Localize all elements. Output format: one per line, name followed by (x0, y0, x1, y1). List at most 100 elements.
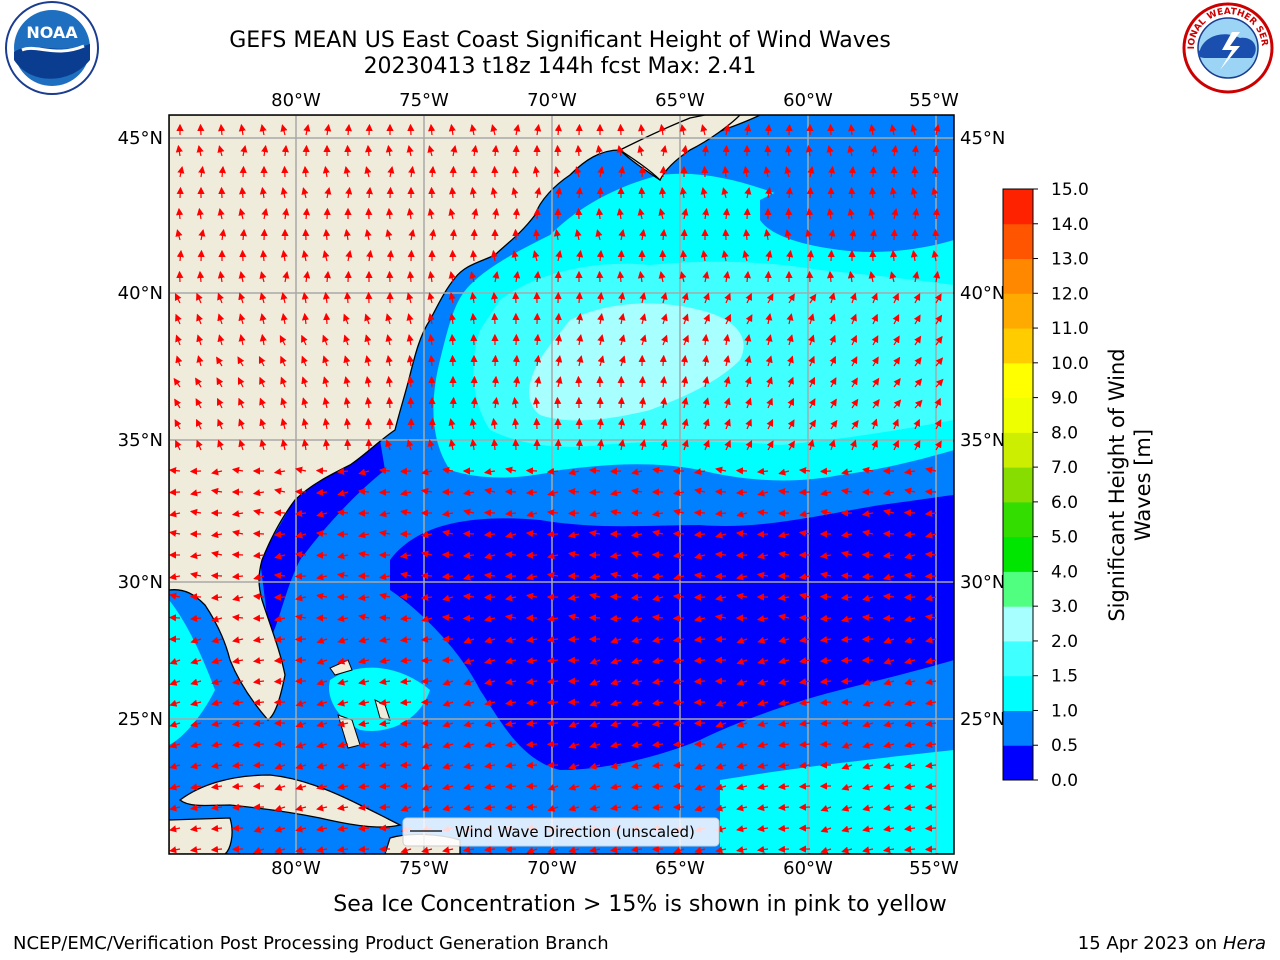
wave-arrow (744, 355, 752, 367)
wave-arrow (672, 698, 685, 706)
wave-arrow (378, 698, 391, 707)
wave-arrow (924, 572, 937, 580)
wave-arrow (176, 207, 184, 220)
wave-arrow (449, 186, 457, 199)
wave-arrow (505, 531, 517, 539)
wave-arrow (525, 677, 538, 686)
wave-arrow (546, 509, 559, 517)
wave-arrow (174, 398, 182, 409)
wave-arrow (259, 271, 267, 283)
wave-arrow (211, 615, 223, 623)
wave-arrow (910, 249, 918, 262)
wave-arrow (471, 208, 479, 220)
wave-arrow (525, 657, 538, 665)
wave-arrow (316, 636, 328, 644)
wave-arrow (448, 271, 456, 283)
wave-arrow (630, 762, 643, 770)
wave-arrow (231, 782, 244, 790)
wave-arrow (597, 166, 605, 178)
wave-arrow (660, 313, 668, 325)
wave-arrow (237, 356, 245, 367)
wave-arrow (280, 292, 288, 304)
wave-arrow (421, 762, 433, 770)
wave-arrow (639, 228, 647, 241)
wave-arrow (399, 698, 412, 706)
right-credit: 15 Apr 2023 on Hera (1078, 933, 1266, 954)
wave-arrow (406, 292, 414, 304)
colorbar-tick-label: 12.0 (1051, 284, 1089, 304)
wave-arrow (616, 207, 624, 220)
wave-arrow (259, 333, 267, 346)
wave-arrow (618, 439, 626, 451)
wave-arrow (449, 333, 457, 346)
wave-arrow (316, 846, 328, 854)
wave-arrow (525, 761, 538, 769)
wave-arrow (924, 509, 937, 517)
wave-arrow (386, 270, 394, 283)
wave-arrow (463, 762, 475, 770)
wave-arrow (407, 375, 415, 388)
wave-arrow (211, 720, 223, 728)
wave-arrow (169, 592, 181, 600)
wave-arrow (786, 313, 794, 325)
wave-arrow (484, 552, 496, 560)
wave-arrow (925, 531, 937, 539)
wave-arrow (820, 825, 832, 833)
wave-arrow (273, 530, 286, 538)
wave-arrow (259, 418, 267, 430)
wave-arrow (441, 572, 454, 580)
wave-arrow (798, 488, 811, 496)
wave-arrow (259, 186, 267, 199)
wave-arrow (238, 439, 246, 451)
wave-arrow (450, 145, 458, 157)
wave-arrow (505, 699, 517, 707)
wave-arrow (610, 762, 622, 770)
wave-arrow (301, 334, 308, 346)
wave-arrow (925, 636, 937, 644)
wave-arrow (441, 614, 454, 622)
wave-arrow (799, 592, 811, 600)
wave-arrow (723, 124, 731, 136)
wave-arrow (406, 334, 414, 346)
wave-arrow (912, 271, 920, 283)
wave-arrow (777, 550, 790, 558)
wave-arrow (512, 165, 520, 178)
wave-arrow (462, 846, 475, 854)
wave-arrow (652, 636, 664, 644)
wave-arrow (798, 782, 811, 790)
wave-arrow (238, 313, 246, 325)
wave-arrow (463, 678, 475, 686)
wave-arrow (757, 552, 769, 560)
wave-arrow (841, 783, 853, 791)
wave-arrow (196, 355, 204, 367)
wave-arrow (588, 614, 601, 622)
wave-arrow (525, 698, 538, 707)
wave-arrow (715, 699, 727, 707)
wave-arrow (316, 825, 328, 833)
wave-arrow (589, 762, 601, 770)
wave-arrow (231, 572, 244, 580)
wave-arrow (323, 228, 331, 241)
wave-arrow (903, 593, 916, 601)
wave-arrow (911, 144, 919, 157)
wave-arrow (553, 228, 561, 241)
wave-arrow (924, 613, 937, 621)
wave-arrow (512, 291, 520, 304)
wave-arrow (526, 636, 538, 644)
wave-arrow (533, 354, 542, 367)
colorbar-segment (1003, 432, 1033, 468)
wave-arrow (282, 207, 290, 220)
colorbar-segment (1003, 675, 1033, 711)
wave-arrow (904, 720, 916, 728)
wave-arrow (661, 334, 668, 346)
wave-arrow (231, 466, 244, 474)
wave-arrow (238, 334, 246, 346)
wave-arrow (547, 552, 559, 560)
wave-arrow (379, 592, 391, 600)
wave-arrow (912, 207, 920, 220)
wave-arrow (218, 165, 226, 178)
wave-arrow (849, 292, 857, 304)
wave-arrow (618, 355, 626, 367)
wave-arrow (169, 488, 181, 496)
wave-arrow (316, 783, 328, 791)
